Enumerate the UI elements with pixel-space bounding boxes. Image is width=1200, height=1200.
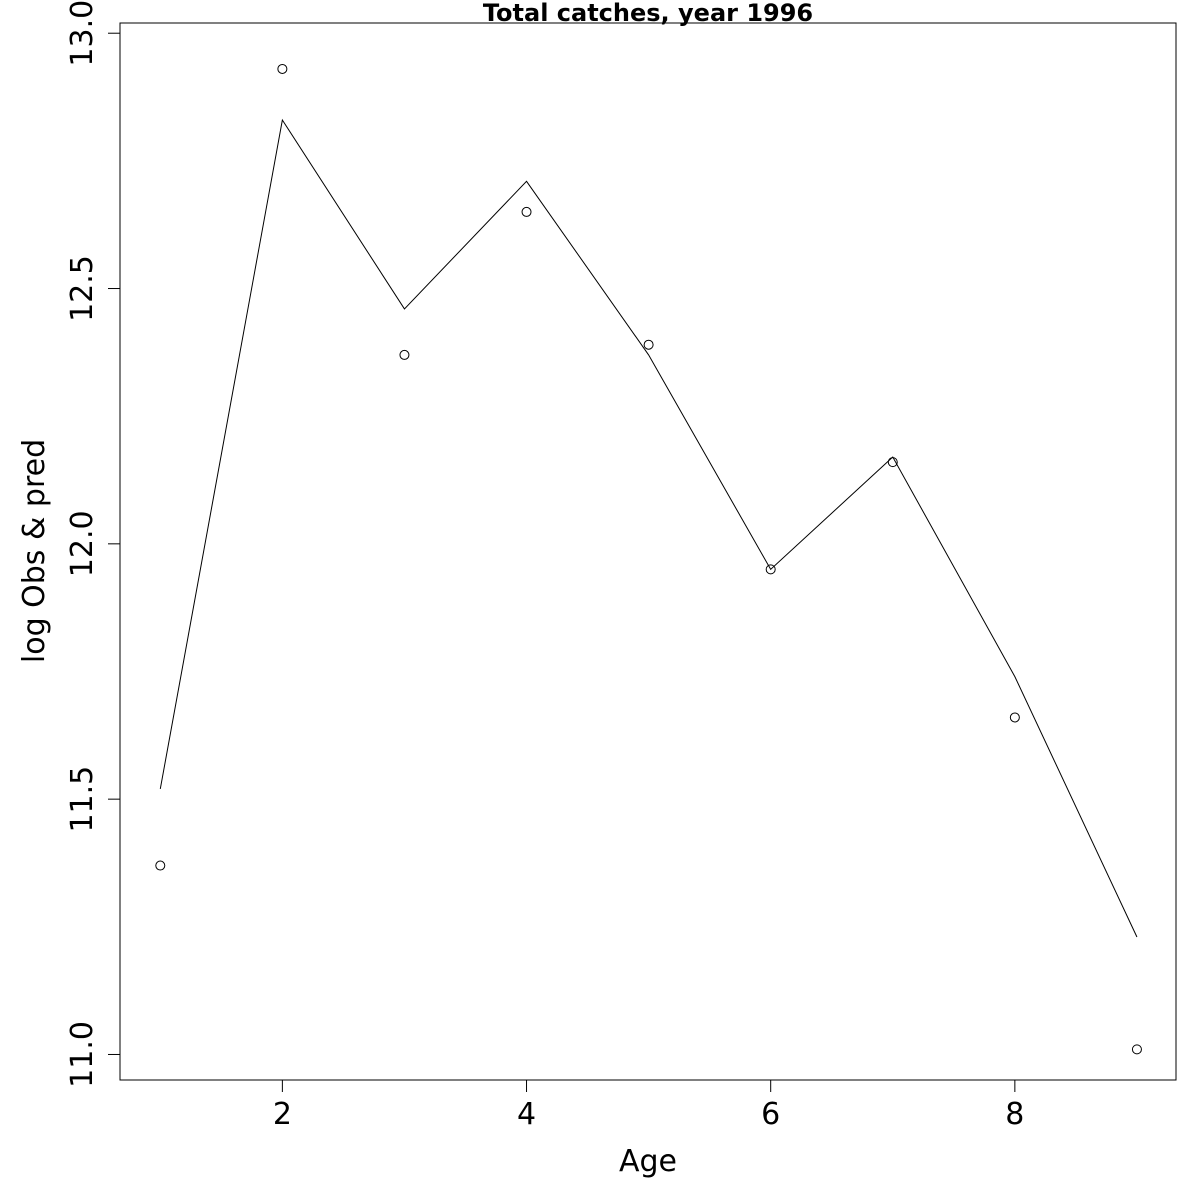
x-tick-label: 2 [273, 1097, 292, 1132]
y-tick-label: 12.5 [65, 255, 100, 322]
observed-point [399, 349, 410, 360]
x-axis-title: Age [619, 1144, 677, 1179]
observed-point [521, 206, 532, 217]
predicted-line [159, 118, 1138, 938]
y-tick-label: 13.0 [65, 0, 100, 67]
observed-points [155, 63, 1142, 1055]
y-axis: 11.0 11.5 12.0 12.5 13.0 [65, 0, 121, 1088]
y-tick-label: 11.0 [65, 1021, 100, 1088]
observed-point [1009, 712, 1020, 723]
observed-point [277, 63, 288, 74]
x-tick-label: 6 [761, 1097, 780, 1132]
observed-point [155, 860, 166, 871]
x-axis: 2 4 6 8 [273, 1079, 1024, 1132]
x-tick-label: 8 [1005, 1097, 1024, 1132]
plot-frame [119, 22, 1177, 1081]
y-tick-label: 11.5 [65, 766, 100, 833]
observed-point [765, 564, 776, 575]
y-axis-title: log Obs & pred [17, 439, 52, 663]
y-tick-label: 12.0 [65, 510, 100, 577]
x-tick-label: 4 [517, 1097, 536, 1132]
observed-point [887, 457, 898, 468]
observed-point [1131, 1044, 1142, 1055]
observed-point [643, 339, 654, 350]
